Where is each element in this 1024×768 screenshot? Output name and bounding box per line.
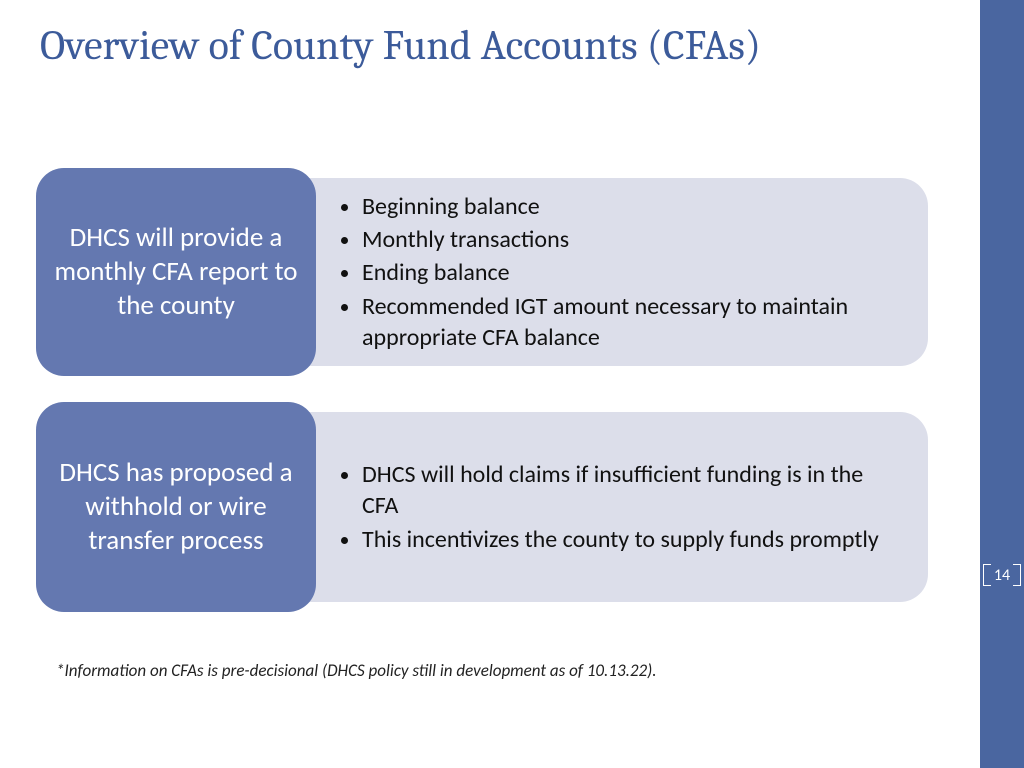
page-number: 14 [994,566,1010,585]
content-block-0: DHCS will provide a monthly CFA report t… [36,168,928,376]
page-number-badge: 14 [980,560,1024,590]
bracket-right-icon [1013,564,1021,586]
bracket-left-icon [983,564,991,586]
detail-item: This incentivizes the county to supply f… [362,524,900,555]
detail-item: Beginning balance [362,191,900,222]
detail-item: Monthly transactions [362,224,900,255]
block-detail-panel: Beginning balanceMonthly transactionsEnd… [292,178,928,366]
detail-item: DHCS will hold claims if insufficient fu… [362,459,900,521]
right-accent-bar [980,0,1024,768]
detail-item: Ending balance [362,257,900,288]
slide-title: Overview of County Fund Accounts (CFAs) [40,22,940,70]
detail-item: Recommended IGT amount necessary to main… [362,291,900,353]
block-summary-box: DHCS will provide a monthly CFA report t… [36,168,316,376]
detail-list: Beginning balanceMonthly transactionsEnd… [340,189,900,355]
block-summary-box: DHCS has proposed a withhold or wire tra… [36,402,316,612]
block-detail-panel: DHCS will hold claims if insufficient fu… [292,412,928,602]
slide: Overview of County Fund Accounts (CFAs) … [0,0,1024,768]
footnote: *Information on CFAs is pre-decisional (… [56,660,657,681]
detail-list: DHCS will hold claims if insufficient fu… [340,457,900,557]
content-block-1: DHCS has proposed a withhold or wire tra… [36,402,928,612]
